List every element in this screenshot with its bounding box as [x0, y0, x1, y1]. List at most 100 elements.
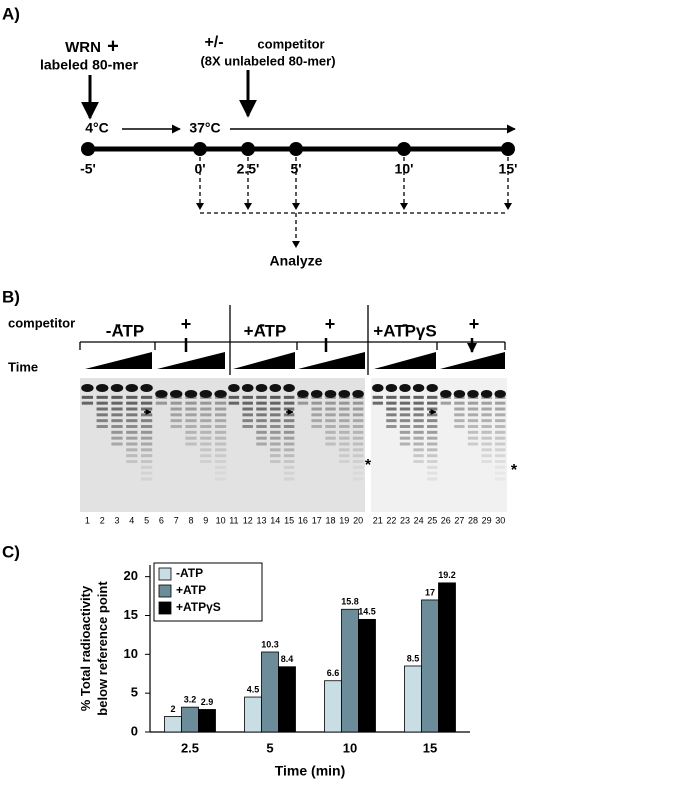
band: [454, 425, 465, 428]
lane-number: 9: [203, 515, 208, 525]
band: [454, 395, 465, 399]
band: [170, 413, 182, 417]
band: [413, 425, 424, 428]
band: [270, 395, 281, 399]
band: [214, 442, 227, 446]
band: [440, 395, 451, 399]
value-label: 15.8: [341, 597, 359, 607]
band: [325, 407, 336, 411]
band: [311, 407, 322, 411]
band: [270, 442, 281, 446]
band: [427, 436, 438, 440]
band: [339, 401, 350, 405]
band: [481, 436, 492, 440]
band: [214, 430, 227, 434]
band: [200, 436, 212, 440]
band: [200, 413, 212, 417]
band: [297, 390, 309, 398]
timepoints: -5' 0' 2.5' 5' 10' 15': [80, 142, 517, 177]
band: [325, 436, 336, 440]
condition-label: -ATP: [106, 321, 144, 340]
band: [481, 413, 492, 417]
band: [283, 425, 295, 428]
band: [467, 419, 479, 423]
timepoint-label: 5': [290, 161, 301, 177]
band: [413, 442, 424, 446]
lane-number: 25: [427, 515, 437, 525]
competitor-row-label: competitor: [8, 315, 75, 330]
band: [495, 448, 506, 452]
band: [214, 395, 227, 399]
band: [495, 454, 506, 458]
band: [96, 413, 108, 417]
timepoint-dot: [397, 142, 411, 156]
band: [325, 395, 336, 399]
band: [399, 395, 411, 399]
band: [427, 454, 438, 458]
band: [140, 454, 153, 458]
legend-swatch: [158, 601, 172, 615]
band: [270, 430, 281, 434]
lane-number: 18: [325, 515, 335, 525]
bar: [244, 696, 262, 733]
y-tick-label: 20: [124, 568, 138, 583]
band: [242, 401, 253, 405]
band: [96, 395, 108, 399]
band: [256, 442, 267, 446]
timepoint-label: 0': [194, 161, 205, 177]
band: [256, 413, 267, 417]
band: [270, 407, 281, 411]
band: [140, 465, 153, 469]
band: [283, 465, 295, 469]
band: [95, 384, 109, 392]
y-tick-label: 15: [124, 607, 138, 622]
band: [297, 401, 309, 405]
band: [126, 442, 138, 446]
band: [140, 384, 153, 392]
lane-number: 14: [270, 515, 280, 525]
competitor-sign: -: [402, 314, 408, 334]
band: [352, 465, 364, 469]
band: [283, 413, 295, 417]
legend-label: +ATP: [176, 583, 206, 597]
band: [270, 448, 281, 452]
bar: [181, 706, 199, 733]
condition-label: +ATPγS: [373, 321, 436, 340]
band: [270, 454, 281, 458]
band: [352, 460, 364, 463]
band: [352, 407, 364, 411]
band: [325, 419, 336, 423]
y-tick-label: 5: [131, 685, 138, 700]
band: [256, 430, 267, 434]
band: [352, 442, 364, 446]
band: [228, 401, 240, 405]
timepoint-dot: [289, 142, 303, 156]
band: [413, 413, 424, 417]
band: [495, 477, 506, 481]
lane-number: 16: [298, 515, 308, 525]
band: [352, 436, 364, 440]
y-axis-label-line: % Total radioactivity: [78, 585, 93, 711]
competitor-label: competitor: [257, 36, 324, 51]
band: [352, 419, 364, 423]
band: [413, 448, 424, 452]
band: [427, 430, 438, 434]
wrn-label: WRN: [65, 39, 101, 56]
band: [214, 471, 227, 475]
bar: [341, 608, 359, 733]
band: [126, 460, 138, 463]
band: [339, 413, 350, 417]
lane-number: 12: [243, 515, 253, 525]
band: [111, 430, 123, 434]
bar: [324, 680, 342, 733]
asterisk: *: [511, 462, 518, 479]
band: [270, 425, 281, 428]
band: [283, 471, 295, 475]
band: [214, 419, 227, 423]
lane-number: 8: [188, 515, 193, 525]
x-tick-label: 2.5: [181, 740, 199, 755]
band: [339, 425, 350, 428]
band: [185, 442, 197, 446]
band: [242, 425, 253, 428]
band: [256, 407, 267, 411]
